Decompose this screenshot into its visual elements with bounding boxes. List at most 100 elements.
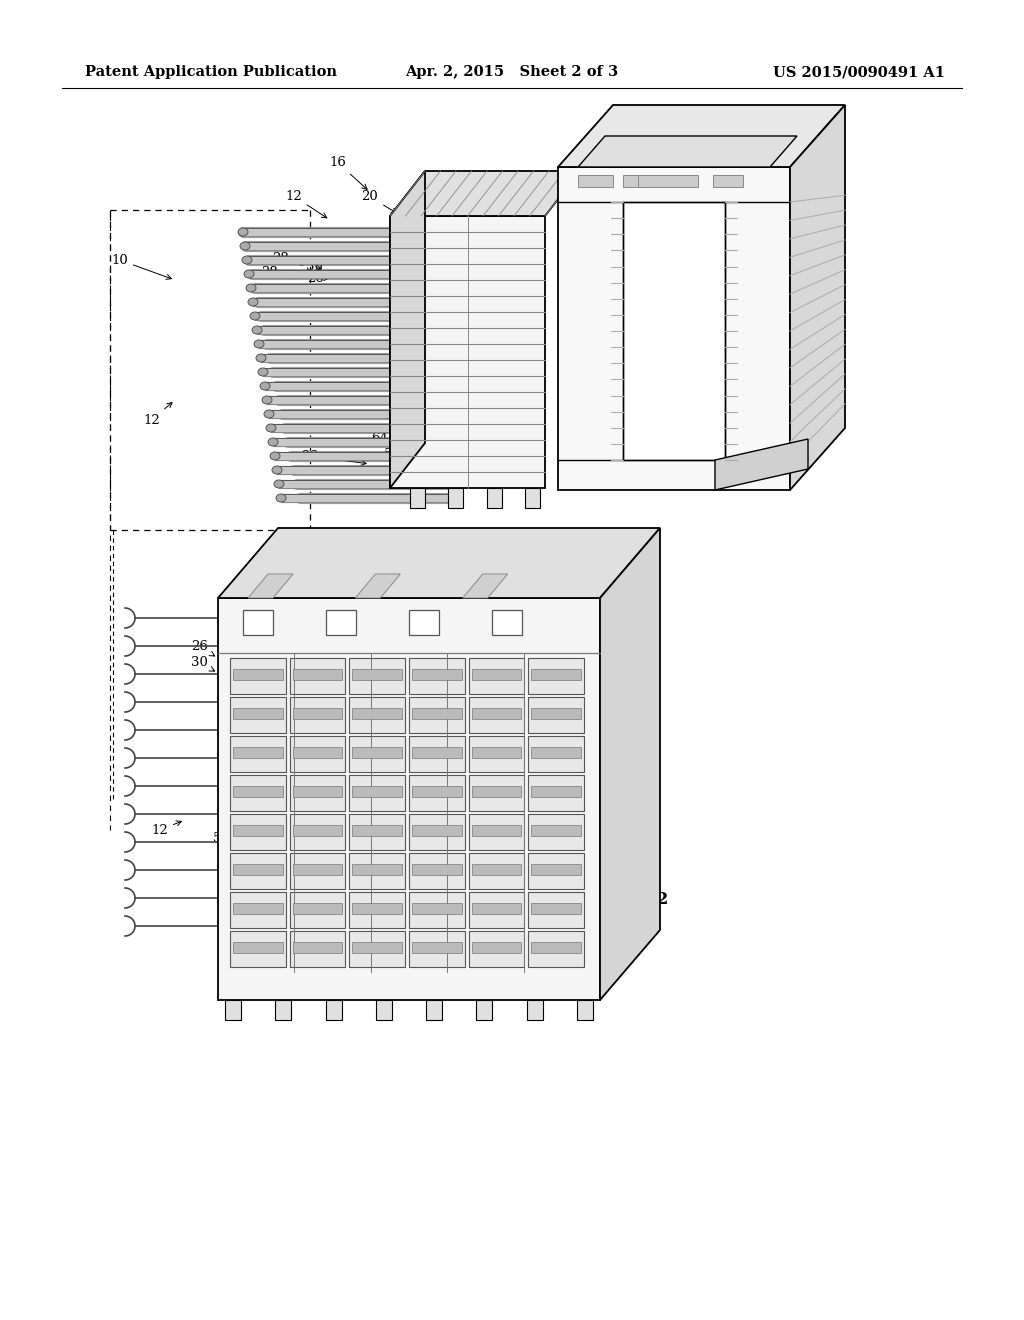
Bar <box>531 863 581 875</box>
Bar <box>293 941 342 953</box>
Bar <box>409 853 465 888</box>
Bar <box>577 1001 593 1020</box>
Text: 14: 14 <box>584 611 635 635</box>
Bar <box>352 903 402 913</box>
Ellipse shape <box>244 271 254 279</box>
Bar <box>449 488 463 508</box>
Bar <box>349 853 406 888</box>
Bar <box>243 610 273 635</box>
Ellipse shape <box>274 480 284 488</box>
Bar <box>469 775 524 810</box>
Bar <box>412 785 462 796</box>
Bar <box>412 941 462 953</box>
Text: 12: 12 <box>152 821 181 837</box>
Bar <box>528 657 584 694</box>
Text: 38: 38 <box>504 653 550 667</box>
Bar <box>293 747 342 758</box>
Ellipse shape <box>242 256 252 264</box>
Text: 70: 70 <box>441 446 467 461</box>
Bar <box>349 775 406 810</box>
Bar <box>409 931 465 968</box>
Bar <box>352 708 402 718</box>
Bar <box>528 775 584 810</box>
Bar <box>349 892 406 928</box>
Bar <box>472 941 521 953</box>
Text: 28: 28 <box>261 265 294 279</box>
Bar <box>409 610 439 635</box>
Bar <box>230 814 286 850</box>
Text: US 2015/0090491 A1: US 2015/0090491 A1 <box>773 65 945 79</box>
Text: 64: 64 <box>372 432 397 453</box>
Bar <box>290 657 345 694</box>
Text: 12: 12 <box>286 190 327 218</box>
Text: 34: 34 <box>288 614 307 635</box>
Polygon shape <box>390 172 580 216</box>
Bar <box>713 176 743 187</box>
Bar <box>531 903 581 913</box>
Bar <box>352 747 402 758</box>
Ellipse shape <box>276 494 286 502</box>
Bar <box>233 785 283 796</box>
Text: 54: 54 <box>434 190 465 211</box>
Bar <box>525 488 540 508</box>
Bar <box>230 657 286 694</box>
Text: 26: 26 <box>301 450 367 466</box>
Bar <box>352 941 402 953</box>
Ellipse shape <box>250 312 260 319</box>
Polygon shape <box>558 168 790 490</box>
Bar <box>409 737 465 772</box>
Text: 68: 68 <box>689 354 735 371</box>
Ellipse shape <box>256 354 266 362</box>
Bar <box>349 931 406 968</box>
Ellipse shape <box>254 341 264 348</box>
Bar <box>293 669 342 680</box>
Bar <box>472 708 521 718</box>
Bar <box>349 657 406 694</box>
Bar <box>412 903 462 913</box>
Bar <box>476 1001 493 1020</box>
Bar <box>233 825 283 836</box>
Bar <box>326 1001 342 1020</box>
Text: 44: 44 <box>233 836 266 851</box>
Bar <box>531 825 581 836</box>
Text: 30: 30 <box>306 260 323 273</box>
Bar <box>472 903 521 913</box>
Text: 30: 30 <box>191 656 215 671</box>
Bar <box>409 814 465 850</box>
Text: 10: 10 <box>112 253 171 280</box>
Bar <box>293 708 342 718</box>
Bar <box>293 903 342 913</box>
Ellipse shape <box>268 438 278 446</box>
Bar <box>412 708 462 718</box>
Text: FIG. 2: FIG. 2 <box>611 891 669 908</box>
Polygon shape <box>463 574 508 598</box>
Bar <box>528 931 584 968</box>
Bar <box>426 1001 442 1020</box>
Text: 50: 50 <box>213 826 252 845</box>
Ellipse shape <box>240 242 250 249</box>
Text: 26: 26 <box>307 272 330 285</box>
Bar <box>290 931 345 968</box>
Polygon shape <box>355 574 400 598</box>
Bar <box>531 941 581 953</box>
Bar <box>293 785 342 796</box>
Bar <box>230 775 286 810</box>
Bar <box>349 697 406 733</box>
Bar <box>528 892 584 928</box>
Bar <box>486 488 502 508</box>
Text: 60: 60 <box>689 261 735 280</box>
Bar <box>230 892 286 928</box>
Bar <box>230 697 286 733</box>
Text: 28: 28 <box>272 252 306 265</box>
Bar <box>469 657 524 694</box>
Bar <box>526 1001 543 1020</box>
Text: 26: 26 <box>191 640 215 656</box>
Text: 38: 38 <box>458 913 474 936</box>
Bar <box>469 892 524 928</box>
Text: 52: 52 <box>592 454 636 471</box>
Bar <box>290 737 345 772</box>
Text: 54: 54 <box>384 449 422 467</box>
Bar <box>352 825 402 836</box>
Bar <box>409 697 465 733</box>
Bar <box>290 775 345 810</box>
